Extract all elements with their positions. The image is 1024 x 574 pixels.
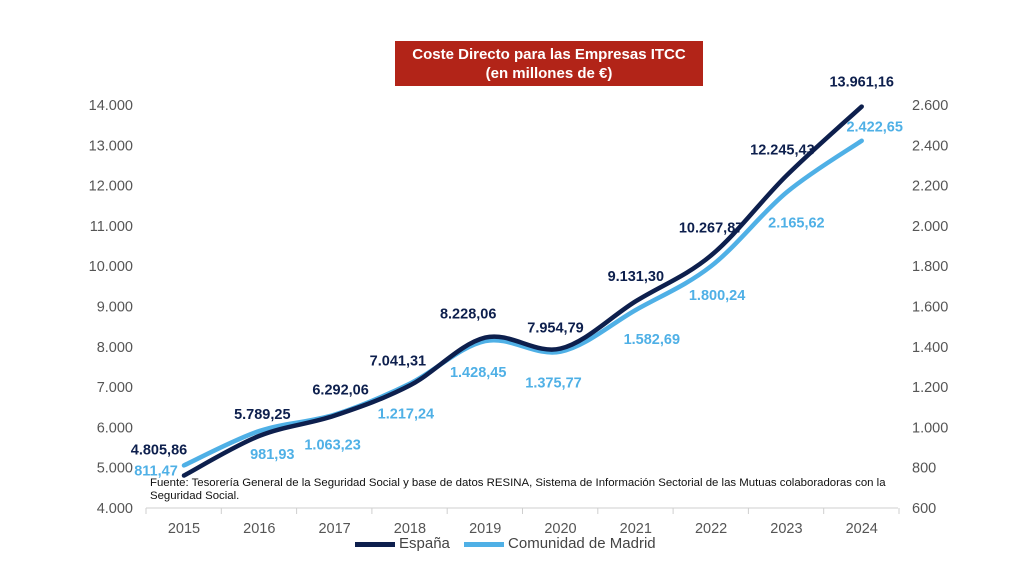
y-left-tick-label: 10.000 bbox=[89, 259, 133, 275]
x-tick-label: 2023 bbox=[770, 521, 802, 537]
y-left-tick-label: 7.000 bbox=[97, 380, 133, 396]
chart-title-line1: Coste Directo para las Empresas ITCC bbox=[412, 46, 686, 63]
data-label-espana: 13.961,16 bbox=[829, 75, 894, 91]
x-tick-label: 2019 bbox=[469, 521, 501, 537]
y-left-tick-label: 9.000 bbox=[97, 300, 133, 316]
data-label-espana: 9.131,30 bbox=[608, 269, 664, 285]
legend-item-espana: España bbox=[355, 535, 450, 552]
y-left-tick-label: 11.000 bbox=[90, 219, 133, 235]
y-right-tick-label: 1.600 bbox=[912, 300, 948, 316]
data-labels: 4.805,86 5.789,25 6.292,067.041,31 8.228,06… bbox=[131, 75, 903, 480]
y-left-tick-label: 12.000 bbox=[89, 179, 133, 195]
x-tick-label: 2021 bbox=[620, 521, 652, 537]
legend-label-espana: España bbox=[399, 535, 450, 552]
data-label-madrid: 1.800,24 bbox=[689, 288, 745, 304]
series-line-espana bbox=[181, 104, 864, 478]
y-right-tick-label: 800 bbox=[912, 461, 936, 477]
y-left-tick-label: 4.000 bbox=[97, 501, 133, 517]
series-lines bbox=[181, 104, 864, 478]
y-right-tick-label: 2.600 bbox=[912, 98, 948, 114]
data-label-madrid: 1.217,24 bbox=[378, 407, 434, 423]
y-right-tick-label: 2.000 bbox=[912, 219, 948, 235]
legend-label-madrid: Comunidad de Madrid bbox=[508, 535, 656, 552]
y-left-tick-label: 14.000 bbox=[89, 98, 133, 114]
data-label-espana: 6.292,06 bbox=[312, 383, 368, 399]
data-label-madrid: 2.165,62 bbox=[768, 216, 824, 232]
y-right-tick-label: 2.400 bbox=[912, 138, 948, 154]
data-label-madrid: 1.063,23 bbox=[304, 438, 360, 454]
data-label-madrid: 1.375,77 bbox=[525, 376, 581, 392]
data-label-espana: 8.228,06 bbox=[440, 307, 496, 323]
data-label-madrid: 1.582,69 bbox=[624, 332, 680, 348]
data-label-madrid: 811,47 bbox=[134, 463, 178, 479]
y-right-tick-label: 1.800 bbox=[912, 259, 948, 275]
x-tick-label: 2022 bbox=[695, 521, 727, 537]
data-label-madrid: 2.422,65 bbox=[846, 120, 902, 136]
y-right-tick-label: 600 bbox=[912, 501, 936, 517]
legend-swatch-madrid bbox=[464, 541, 505, 547]
source-note: Fuente: Tesorería General de la Segurida… bbox=[150, 477, 886, 502]
y-right-tick-label: 1.000 bbox=[912, 420, 948, 436]
y-left-tick-label: 13.000 bbox=[89, 138, 133, 154]
axes: 2015 2016 2017 2018 2019 2020 2021 2022 2023 2024… bbox=[89, 98, 949, 537]
legend-swatch-espana bbox=[355, 541, 395, 547]
chart-title: Coste Directo para las Empresas ITCC (en… bbox=[395, 41, 703, 86]
x-tick-label: 2018 bbox=[394, 521, 426, 537]
y-left-tick-label: 8.000 bbox=[97, 340, 133, 356]
y-left-tick-label: 6.000 bbox=[97, 420, 133, 436]
chart-title-line2: (en millones de €) bbox=[485, 65, 613, 82]
legend-item-madrid: Comunidad de Madrid bbox=[464, 535, 656, 552]
y-right-tick-label: 1.200 bbox=[912, 380, 948, 396]
data-label-espana: 4.805,86 bbox=[131, 443, 187, 459]
x-tick-label: 2024 bbox=[846, 521, 878, 537]
x-tick-label: 2015 bbox=[168, 521, 200, 537]
data-label-espana: 5.789,25 bbox=[234, 407, 290, 423]
data-label-espana: 7.041,31 bbox=[370, 353, 426, 369]
data-label-espana: 12.245,43 bbox=[750, 143, 815, 159]
data-label-espana: 7.954,79 bbox=[527, 321, 583, 337]
data-label-espana: 10.267,87 bbox=[679, 220, 744, 236]
data-label-madrid: 1.428,45 bbox=[450, 365, 506, 381]
data-label-madrid: 981,93 bbox=[250, 447, 294, 463]
y-right-tick-label: 2.200 bbox=[912, 179, 948, 195]
x-tick-label: 2020 bbox=[544, 521, 576, 537]
y-right-tick-label: 1.400 bbox=[912, 340, 948, 356]
y-left-tick-label: 5.000 bbox=[97, 461, 133, 477]
x-tick-label: 2016 bbox=[243, 521, 275, 537]
legend: España Comunidad de Madrid bbox=[355, 535, 666, 555]
x-tick-label: 2017 bbox=[318, 521, 350, 537]
